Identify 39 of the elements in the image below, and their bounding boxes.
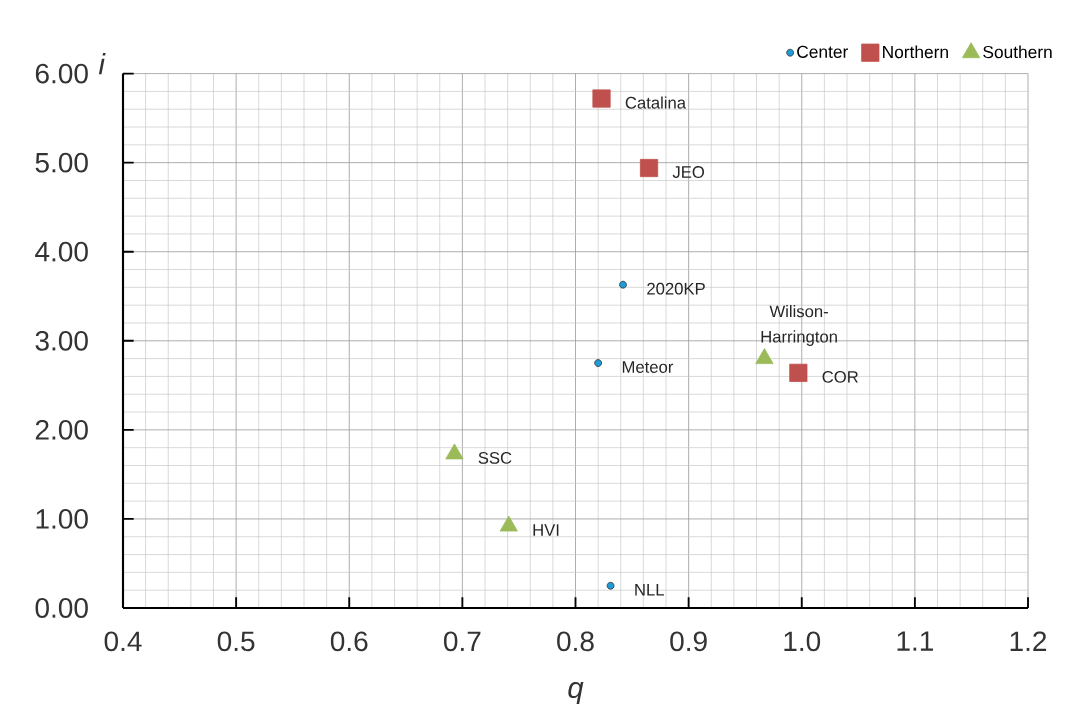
x-tick-label: 1.0 (784, 631, 821, 652)
point (606, 581, 615, 590)
x-tick-label: 0.4 (104, 631, 142, 652)
point (592, 89, 611, 108)
point (755, 348, 774, 365)
point (499, 515, 518, 532)
annotation: NLL (635, 584, 664, 596)
legend-label: Southern (983, 45, 1052, 59)
annotation: HVI (533, 524, 559, 536)
x-tick-label: 0.7 (444, 631, 481, 652)
annotation: SSC (478, 452, 512, 464)
annotation: COR (822, 370, 859, 383)
x-tick-label: 1.1 (897, 631, 933, 651)
point (619, 280, 627, 289)
point (594, 359, 602, 367)
annotation: 2020KP (647, 282, 705, 295)
point (789, 363, 808, 382)
annotation: Meteor (622, 361, 674, 373)
y-tick-label: 3.00 (35, 330, 88, 351)
legend-label: Northern (883, 45, 948, 59)
y-tick-label: 0.00 (35, 598, 88, 618)
annotation: Wilison-Harrington (761, 305, 837, 346)
x-axis-title: q (568, 682, 584, 704)
y-tick-label: 6.00 (35, 63, 88, 84)
point (639, 158, 659, 178)
annotation: JEO (672, 166, 705, 178)
x-tick-label: 1.2 (1010, 631, 1047, 651)
annotation: Catalina (625, 96, 687, 109)
x-tick-label: 0.6 (330, 631, 368, 652)
x-tick-label: 0.5 (217, 631, 255, 652)
x-tick-label: 0.9 (670, 631, 707, 652)
y-axis-title: i (98, 52, 106, 75)
legend-label: Center (797, 45, 848, 58)
x-tick-label: 0.8 (557, 631, 594, 652)
y-tick-label: 5.00 (35, 152, 88, 173)
y-tick-label: 1.00 (36, 509, 88, 529)
y-tick-label: 2.00 (35, 419, 88, 440)
y-tick-label: 4.00 (35, 241, 88, 262)
point (445, 443, 464, 460)
